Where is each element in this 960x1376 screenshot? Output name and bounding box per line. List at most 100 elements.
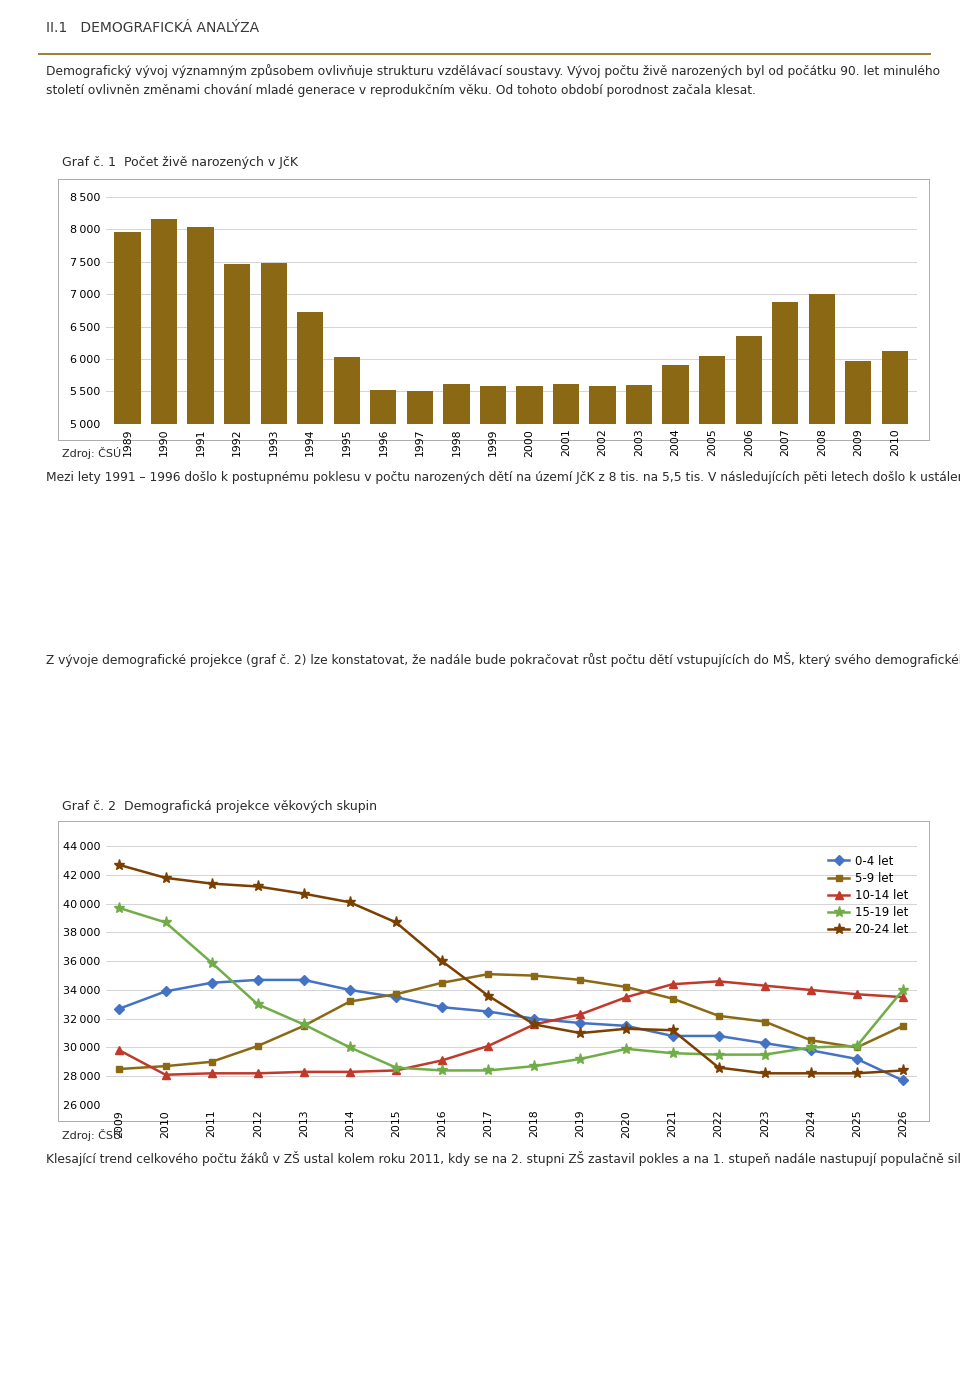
10-14 let: [759, 977, 771, 993]
0-4 let: [529, 1010, 540, 1026]
0-4 let: [667, 1028, 679, 1044]
Bar: [772, 301, 799, 749]
5-9 let: [344, 993, 355, 1010]
20-24 let: [621, 1021, 633, 1038]
10-14 let: [390, 1062, 401, 1079]
Bar: [480, 385, 506, 749]
20-24 let: [344, 894, 355, 911]
20-24 let: [482, 988, 493, 1004]
15-19 let: [113, 900, 125, 916]
Line: 20-24 let: 20-24 let: [114, 860, 908, 1079]
Line: 15-19 let: 15-19 let: [114, 903, 908, 1076]
20-24 let: [529, 1017, 540, 1033]
Line: 10-14 let: 10-14 let: [115, 977, 907, 1079]
5-9 let: [159, 1058, 171, 1075]
Legend: 0-4 let, 5-9 let, 10-14 let, 15-19 let, 20-24 let: 0-4 let, 5-9 let, 10-14 let, 15-19 let, …: [826, 852, 911, 938]
0-4 let: [575, 1014, 587, 1031]
0-4 let: [805, 1042, 817, 1058]
20-24 let: [805, 1065, 817, 1082]
15-19 let: [390, 1060, 401, 1076]
15-19 let: [205, 955, 217, 971]
Bar: [371, 389, 396, 749]
5-9 let: [852, 1039, 863, 1055]
5-9 let: [898, 1018, 909, 1035]
0-4 let: [159, 982, 171, 999]
20-24 let: [575, 1025, 587, 1042]
Bar: [334, 356, 360, 749]
Bar: [516, 385, 542, 749]
20-24 let: [159, 870, 171, 886]
Bar: [845, 361, 872, 749]
Text: Demografický vývoj významným způsobem ovlivňuje strukturu vzdělávací soustavy. V: Demografický vývoj významným způsobem ov…: [45, 65, 940, 96]
0-4 let: [713, 1028, 725, 1044]
0-4 let: [344, 981, 355, 998]
15-19 let: [852, 1038, 863, 1054]
10-14 let: [898, 989, 909, 1006]
10-14 let: [575, 1006, 587, 1022]
Text: Zdroj: ČSÚ: Zdroj: ČSÚ: [62, 1130, 122, 1141]
15-19 let: [713, 1046, 725, 1062]
10-14 let: [805, 981, 817, 998]
0-4 let: [205, 974, 217, 991]
Text: Graf č. 2  Demografická projekce věkových skupin: Graf č. 2 Demografická projekce věkových…: [62, 799, 377, 813]
5-9 let: [529, 967, 540, 984]
Text: Zdroj: ČSÚ: Zdroj: ČSÚ: [62, 447, 122, 458]
20-24 let: [252, 878, 263, 894]
Text: II.1   DEMOGRAFICKÁ ANALÝZA: II.1 DEMOGRAFICKÁ ANALÝZA: [45, 21, 258, 34]
20-24 let: [667, 1022, 679, 1039]
Text: Graf č. 1  Počet živě narozených v JčK: Graf č. 1 Počet živě narozených v JčK: [62, 155, 299, 169]
Bar: [297, 312, 324, 749]
0-4 let: [390, 989, 401, 1006]
10-14 let: [205, 1065, 217, 1082]
5-9 let: [713, 1007, 725, 1024]
0-4 let: [298, 971, 309, 988]
15-19 let: [344, 1039, 355, 1055]
Text: 10: 10: [5, 1339, 22, 1351]
20-24 let: [713, 1060, 725, 1076]
0-4 let: [852, 1051, 863, 1068]
0-4 let: [759, 1035, 771, 1051]
Bar: [407, 391, 433, 749]
10-14 let: [113, 1042, 125, 1058]
15-19 let: [482, 1062, 493, 1079]
5-9 let: [205, 1054, 217, 1071]
0-4 let: [621, 1018, 633, 1035]
15-19 let: [529, 1058, 540, 1075]
20-24 let: [205, 875, 217, 892]
Line: 0-4 let: 0-4 let: [116, 977, 906, 1084]
0-4 let: [898, 1072, 909, 1088]
20-24 let: [113, 857, 125, 874]
Bar: [881, 351, 908, 749]
10-14 let: [344, 1064, 355, 1080]
Bar: [444, 384, 469, 749]
5-9 let: [759, 1013, 771, 1029]
10-14 let: [482, 1038, 493, 1054]
5-9 let: [252, 1038, 263, 1054]
Text: Klesající trend celkového počtu žáků v ZŠ ustal kolem roku 2011, kdy se na 2. st: Klesající trend celkového počtu žáků v Z…: [45, 1150, 960, 1165]
0-4 let: [113, 1000, 125, 1017]
15-19 let: [759, 1046, 771, 1062]
Line: 5-9 let: 5-9 let: [116, 970, 906, 1072]
10-14 let: [713, 973, 725, 989]
15-19 let: [159, 914, 171, 930]
15-19 let: [575, 1051, 587, 1068]
10-14 let: [852, 987, 863, 1003]
10-14 let: [667, 976, 679, 992]
15-19 let: [298, 1017, 309, 1033]
5-9 let: [113, 1061, 125, 1077]
Bar: [224, 264, 251, 749]
15-19 let: [621, 1040, 633, 1057]
5-9 let: [621, 978, 633, 995]
15-19 let: [667, 1044, 679, 1061]
15-19 let: [436, 1062, 447, 1079]
Bar: [187, 227, 214, 749]
10-14 let: [529, 1017, 540, 1033]
Bar: [260, 263, 287, 749]
0-4 let: [252, 971, 263, 988]
20-24 let: [436, 954, 447, 970]
Bar: [808, 294, 835, 749]
Bar: [735, 336, 762, 749]
15-19 let: [805, 1039, 817, 1055]
0-4 let: [436, 999, 447, 1015]
Text: Mezi lety 1991 – 1996 došlo k postupnému poklesu v počtu narozených dětí na územ: Mezi lety 1991 – 1996 došlo k postupnému…: [45, 469, 960, 484]
